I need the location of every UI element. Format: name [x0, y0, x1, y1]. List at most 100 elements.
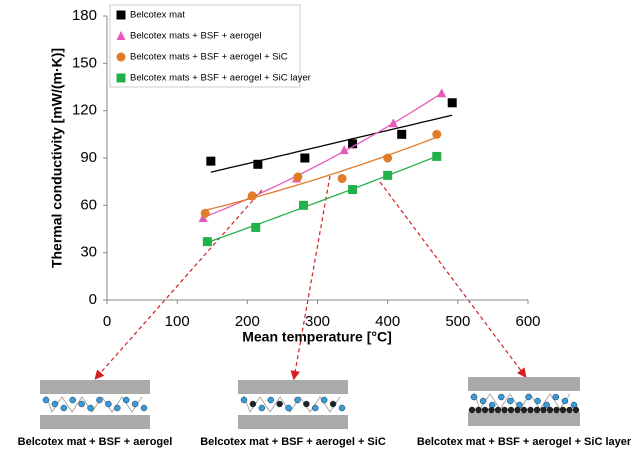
- sic-particle: [468, 406, 476, 414]
- legend-marker: [116, 52, 126, 62]
- particle: [42, 396, 50, 404]
- diagram-label: Belcotex mat + BSF + aerogel + SiC layer: [417, 436, 632, 448]
- point: [348, 139, 358, 149]
- point: [198, 212, 208, 222]
- particle: [507, 397, 514, 405]
- sic-particle: [546, 406, 554, 414]
- particle: [140, 404, 148, 412]
- legend-label: Belcotex mat: [130, 10, 185, 21]
- legend-marker: [116, 31, 126, 40]
- point: [200, 208, 210, 218]
- sic-particle: [572, 406, 580, 414]
- particle: [303, 400, 310, 408]
- x-tick-label: 100: [165, 313, 190, 330]
- particle: [543, 401, 550, 409]
- sic-particle: [553, 406, 560, 414]
- point: [293, 172, 303, 182]
- particle: [285, 404, 292, 412]
- point: [337, 174, 347, 184]
- point: [202, 237, 212, 247]
- x-tick-label: 0: [103, 313, 111, 330]
- trendline: [210, 114, 453, 173]
- point: [247, 191, 257, 201]
- particle: [69, 396, 76, 404]
- diagram-label: Belcotex mat + BSF + aerogel: [18, 436, 173, 448]
- point: [300, 153, 310, 163]
- particle: [470, 393, 478, 401]
- x-tick-label: 600: [515, 313, 540, 330]
- particle: [294, 396, 301, 404]
- point: [298, 200, 308, 210]
- particle: [78, 400, 85, 408]
- particle: [114, 404, 121, 412]
- sic-particle: [559, 406, 567, 414]
- sic-particle: [494, 406, 502, 414]
- sic-particle: [533, 406, 541, 414]
- point: [388, 118, 398, 128]
- point: [206, 156, 216, 166]
- particle: [96, 396, 103, 404]
- particle: [105, 400, 112, 408]
- point: [437, 88, 447, 98]
- particle: [338, 404, 346, 412]
- particle: [479, 397, 487, 405]
- legend-marker: [116, 73, 126, 83]
- y-tick-label: 60: [80, 196, 97, 213]
- particle: [320, 396, 328, 404]
- x-tick-label: 200: [235, 313, 260, 330]
- sic-particle: [481, 406, 489, 414]
- sic-particle: [566, 406, 573, 414]
- legend-box: [109, 4, 301, 88]
- point: [339, 145, 349, 155]
- y-tick-label: 90: [80, 149, 97, 166]
- plate: [40, 380, 150, 394]
- particle: [249, 400, 257, 408]
- particle: [258, 404, 266, 412]
- diagram-label: Belcotex mat + BSF + aerogel + SiC: [200, 436, 386, 448]
- particle: [329, 400, 337, 408]
- point: [253, 159, 263, 169]
- particle: [51, 400, 59, 408]
- sic-particle: [520, 406, 528, 414]
- trendline: [207, 155, 438, 244]
- plate: [468, 412, 580, 426]
- point: [432, 129, 442, 139]
- x-tick-label: 500: [445, 313, 470, 330]
- y-tick-label: 30: [80, 244, 97, 261]
- plate: [238, 380, 348, 394]
- particle: [267, 396, 274, 404]
- trendline: [205, 136, 438, 211]
- sic-particle: [514, 406, 521, 414]
- legend-label: Belcotex mats + BSF + aerogel + SiC: [130, 52, 288, 63]
- trendline: [202, 92, 443, 219]
- y-tick-label: 150: [72, 54, 97, 71]
- point: [397, 129, 407, 139]
- plate: [40, 415, 150, 429]
- legend-label: Belcotex mats + BSF + aerogel: [130, 31, 261, 42]
- sic-particle: [501, 406, 508, 414]
- particle: [131, 400, 139, 408]
- plate: [468, 377, 580, 391]
- particle: [561, 397, 569, 405]
- point: [348, 185, 358, 195]
- sic-particle: [475, 406, 482, 414]
- y-tick-label: 180: [72, 7, 97, 24]
- point: [447, 98, 457, 108]
- sic-particle: [488, 406, 495, 414]
- particle: [525, 393, 532, 401]
- arrows: [94, 175, 527, 381]
- particle: [552, 393, 560, 401]
- particle: [60, 404, 68, 412]
- x-tick-label: 400: [375, 313, 400, 330]
- point: [383, 153, 393, 163]
- legend-label: Belcotex mats + BSF + aerogel + SiC laye…: [130, 73, 311, 84]
- sic-particle: [507, 406, 515, 414]
- plate: [238, 415, 348, 429]
- particle: [240, 396, 248, 404]
- particle: [312, 404, 319, 412]
- sic-particle: [527, 406, 534, 414]
- sic-particle: [540, 406, 547, 414]
- particle: [122, 396, 130, 404]
- particle: [498, 393, 505, 401]
- x-tick-label: 300: [305, 313, 330, 330]
